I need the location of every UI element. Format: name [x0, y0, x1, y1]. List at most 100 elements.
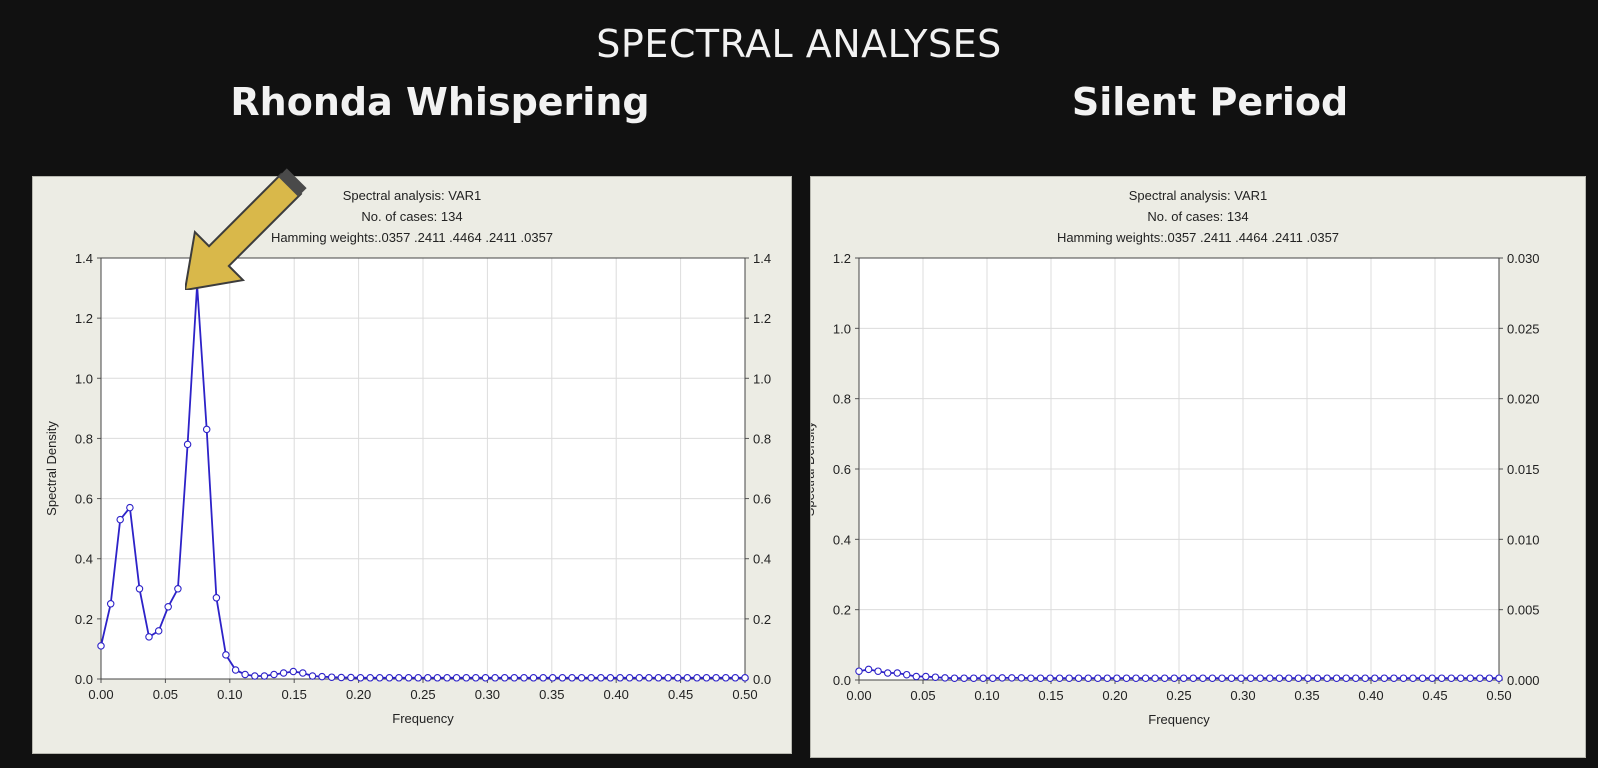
x-tick-label: 0.45	[668, 687, 693, 702]
data-point	[443, 674, 451, 682]
y-tick-label: 0.6	[75, 492, 93, 507]
data-point	[1151, 674, 1159, 682]
data-point	[491, 674, 499, 682]
data-point	[260, 672, 269, 680]
data-point	[912, 672, 921, 681]
data-point	[941, 674, 949, 682]
chart-header-line-1: Spectral analysis: VAR1	[1128, 188, 1268, 203]
arrow-icon	[185, 168, 307, 290]
data-point	[174, 585, 182, 593]
data-point	[674, 674, 682, 682]
x-tick-label: 0.10	[217, 687, 242, 702]
left-panel-heading: Rhonda Whispering	[230, 80, 650, 124]
data-point	[385, 674, 394, 682]
data-point	[587, 674, 595, 682]
y2-tick-label: 1.2	[753, 311, 771, 326]
data-point	[279, 669, 288, 677]
data-point	[126, 503, 134, 512]
x-axis-label: Frequency	[392, 711, 454, 726]
data-point	[606, 674, 615, 682]
data-point	[979, 674, 987, 682]
data-point	[1304, 674, 1312, 682]
x-tick-label: 0.05	[910, 688, 935, 703]
data-point	[1027, 674, 1035, 682]
x-tick-label: 0.40	[604, 687, 629, 702]
data-point	[1113, 674, 1121, 682]
data-point	[231, 666, 240, 674]
y-tick-label: 0.8	[833, 392, 851, 407]
y-tick-label: 0.2	[75, 612, 93, 627]
data-point	[395, 674, 403, 682]
x-tick-label: 0.10	[974, 688, 999, 703]
data-point	[433, 674, 442, 682]
spectral-chart-silent: 0.00 0.05 0.10 0.15 0.20 0.25 0.30 0.35 0.40 0.45…	[811, 251, 1540, 727]
data-point	[1170, 674, 1179, 682]
data-point	[318, 672, 326, 681]
data-point	[510, 674, 519, 682]
data-point	[1122, 674, 1131, 682]
data-point	[1208, 674, 1217, 682]
y-tick-label: 1.4	[75, 251, 93, 266]
data-point	[327, 673, 336, 681]
data-point	[1256, 674, 1264, 682]
data-point	[989, 674, 997, 682]
y-tick-label: 0.0	[833, 673, 851, 688]
data-point	[116, 515, 124, 524]
data-point	[1371, 674, 1379, 682]
y2-tick-label: 0.005	[1507, 603, 1540, 618]
data-point	[481, 674, 490, 682]
data-point	[472, 674, 480, 682]
data-point	[1266, 674, 1274, 682]
data-point	[1065, 674, 1073, 682]
data-point	[969, 674, 978, 682]
data-point	[1074, 674, 1083, 682]
data-point	[424, 674, 432, 682]
data-point	[1332, 674, 1341, 682]
data-point	[998, 674, 1006, 682]
chart-panel-whispering: 0.00 0.05 0.10 0.15 0.20 0.25 0.30 0.35 0.40 0.45…	[32, 176, 792, 754]
chart-header-line-3: Hamming weights:.0357 .2411 .4464 .2411 …	[270, 230, 554, 245]
y-axis-label: Spectral Density	[811, 421, 817, 516]
arrow-tail	[278, 168, 307, 197]
data-point	[1055, 674, 1064, 682]
chart-header-line-3: Hamming weights:.0357 .2411 .4464 .2411 …	[1056, 230, 1340, 245]
data-point	[597, 674, 605, 682]
data-point	[183, 440, 192, 449]
data-point	[1227, 674, 1236, 682]
data-point	[145, 633, 153, 641]
data-point	[1008, 674, 1016, 682]
y2-tick-label: 0.4	[753, 552, 771, 567]
data-point	[960, 674, 968, 682]
data-point	[251, 672, 259, 680]
data-point	[1103, 674, 1112, 682]
chart-panel-silent: 0.00 0.05 0.10 0.15 0.20 0.25 0.30 0.35 0.40 0.45…	[810, 176, 1586, 758]
data-point	[1313, 674, 1322, 682]
chart-header: Spectral analysis: VAR1 No. of cases: 13…	[33, 185, 791, 248]
y2-tick-label: 0.020	[1507, 392, 1540, 407]
data-point	[1179, 674, 1188, 682]
data-point	[347, 673, 355, 682]
data-point	[1294, 674, 1303, 682]
data-point	[500, 674, 509, 682]
data-point	[616, 674, 624, 682]
y2-tick-label: 0.0	[753, 672, 771, 687]
y-tick-label: 1.2	[833, 251, 851, 266]
data-point	[1237, 674, 1245, 682]
x-tick-label: 0.20	[346, 687, 371, 702]
data-point	[452, 674, 461, 682]
data-point	[645, 674, 653, 682]
x-tick-label: 0.40	[1358, 688, 1383, 703]
y-tick-label: 0.6	[833, 462, 851, 477]
data-point	[902, 670, 911, 679]
data-point	[1046, 674, 1054, 682]
data-point	[568, 674, 576, 682]
data-point	[135, 585, 144, 593]
y2-tick-label: 1.4	[753, 251, 771, 266]
data-point	[1418, 674, 1427, 682]
data-point	[520, 674, 528, 682]
data-point	[212, 594, 221, 602]
x-tick-label: 0.45	[1422, 688, 1447, 703]
data-point	[1428, 674, 1436, 682]
x-tick-label: 0.50	[732, 687, 757, 702]
y-tick-label: 1.2	[75, 311, 93, 326]
